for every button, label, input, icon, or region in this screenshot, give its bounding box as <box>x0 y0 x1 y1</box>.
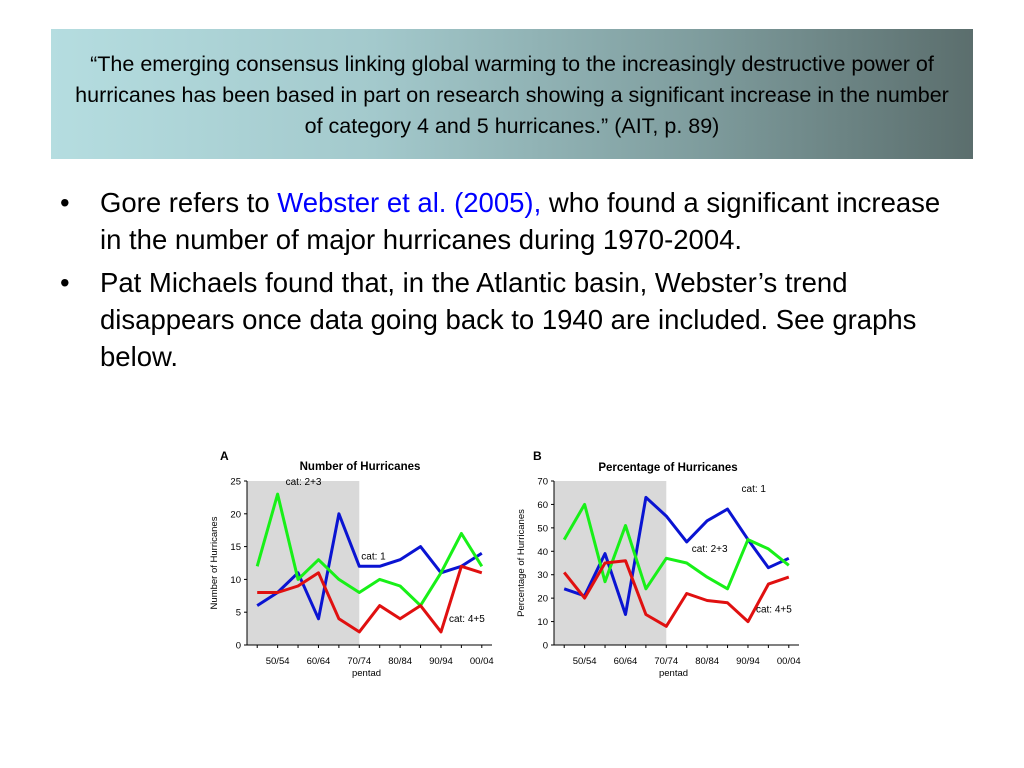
y-tick-label: 60 <box>537 500 548 511</box>
x-tick-label: 00/04 <box>470 656 494 667</box>
quote-text: “The emerging consensus linking global w… <box>75 51 949 138</box>
x-tick-label: 60/64 <box>307 656 331 667</box>
y-tick-label: 5 <box>236 608 241 619</box>
chart-panel-a: A Number of Hurricanes 0 5 10 15 20 25 50/54 60/6… <box>209 449 494 679</box>
bullet-marker: • <box>60 187 70 218</box>
charts-svg: A Number of Hurricanes 0 5 10 15 20 25 50/54 60/6… <box>209 449 801 679</box>
series-label: cat: 1 <box>742 484 767 495</box>
y-tick-label: 50 <box>537 523 548 534</box>
series-label: cat: 2+3 <box>286 477 322 488</box>
y-tick-label: 10 <box>230 575 241 586</box>
bullet-text-prefix: Gore refers to <box>100 187 278 218</box>
x-axis-label: pentad <box>352 668 381 679</box>
x-tick-label: 70/74 <box>347 656 371 667</box>
bullet-text: Pat Michaels found that, in the Atlantic… <box>100 267 917 372</box>
y-tick-label: 10 <box>537 617 548 628</box>
series-line-cat-4-5 <box>563 559 790 628</box>
webster-link[interactable]: Webster et al. (2005), <box>277 187 542 218</box>
y-axis-label: Number of Hurricanes <box>209 516 220 609</box>
chart-panel-b: B Percentage of Hurricanes 0 10 20 30 40 50 60 70… <box>516 449 801 679</box>
bullet-list: • Gore refers to Webster et al. (2005), w… <box>60 184 960 381</box>
y-tick-label: 25 <box>230 477 241 488</box>
series-line-cat-1 <box>563 495 790 616</box>
y-tick-label: 15 <box>230 542 241 553</box>
panel-label: A <box>220 449 229 463</box>
shaded-region <box>247 481 360 645</box>
quote-banner: “The emerging consensus linking global w… <box>51 29 973 159</box>
y-tick-label: 0 <box>236 641 241 652</box>
series-label: cat: 2+3 <box>692 544 728 555</box>
y-tick-label: 40 <box>537 547 548 558</box>
y-tick-label: 30 <box>537 570 548 581</box>
x-tick-label: 70/74 <box>654 656 678 667</box>
series-line-cat-2-3 <box>255 492 484 608</box>
y-tick-label: 20 <box>230 509 241 520</box>
chart-title: Number of Hurricanes <box>300 461 421 473</box>
y-tick-label: 70 <box>537 477 548 488</box>
y-axis-label: Percentage of Hurricanes <box>516 509 527 617</box>
y-tick-label: 20 <box>537 594 548 605</box>
bullet-item-webster: • Gore refers to Webster et al. (2005), w… <box>60 184 960 258</box>
x-tick-label: 00/04 <box>777 656 801 667</box>
chart-title: Percentage of Hurricanes <box>598 462 737 474</box>
x-axis-label: pentad <box>659 668 688 679</box>
series-label: cat: 4+5 <box>449 614 485 625</box>
series-label: cat: 4+5 <box>756 605 792 616</box>
panel-label: B <box>533 449 542 463</box>
x-tick-label: 90/94 <box>429 656 453 667</box>
x-tick-label: 80/84 <box>695 656 719 667</box>
series-line-cat-1 <box>256 512 483 621</box>
series-line-cat-4-5 <box>257 564 483 634</box>
x-tick-label: 90/94 <box>736 656 760 667</box>
x-tick-label: 50/54 <box>266 656 290 667</box>
x-tick-label: 80/84 <box>388 656 412 667</box>
x-tick-label: 50/54 <box>573 656 597 667</box>
series-label: cat: 1 <box>361 551 386 562</box>
charts-figure: A Number of Hurricanes 0 5 10 15 20 25 50/54 60/6… <box>200 440 820 685</box>
y-tick-label: 0 <box>543 641 548 652</box>
x-tick-label: 60/64 <box>614 656 638 667</box>
bullet-marker: • <box>60 267 70 298</box>
bullet-item-michaels: • Pat Michaels found that, in the Atlanti… <box>60 264 960 375</box>
bullet-text-suffix: who found a significant increase in the … <box>100 187 941 255</box>
